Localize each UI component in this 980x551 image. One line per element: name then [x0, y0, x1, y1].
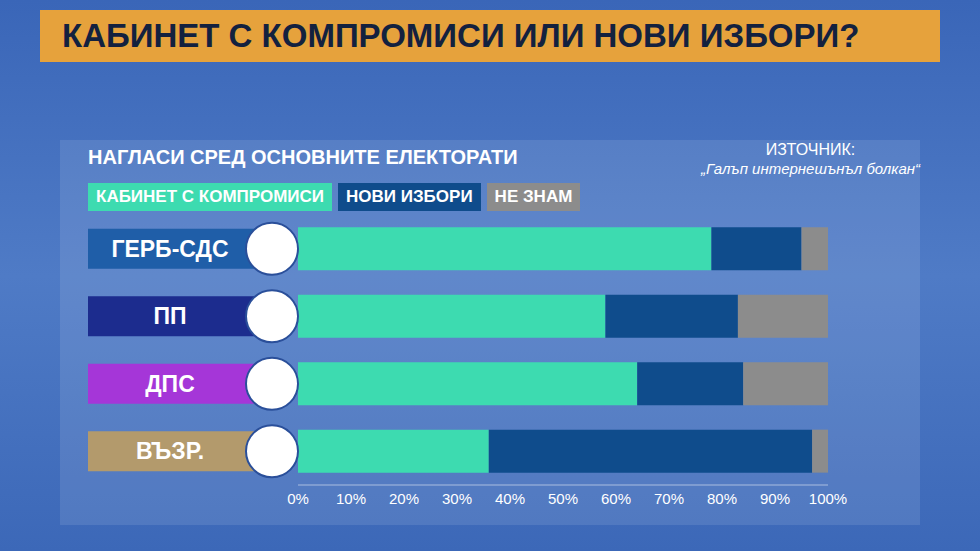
html-text:ИЗТОЧНИК:: ИЗТОЧНИК:: [765, 141, 856, 158]
svg-text:50%: 50%: [548, 490, 578, 507]
html-text:„Галъп интернешънъл болкан“: „Галъп интернешънъл болкан“: [701, 160, 920, 177]
html-text:КАБИНЕТ С КОМПРОМИСИ ИЛИ НОВИ: КАБИНЕТ С КОМПРОМИСИ ИЛИ НОВИ ИЗБОРИ?: [62, 17, 860, 54]
svg-text:100%: 100%: [809, 490, 847, 507]
svg-text:30%: 30%: [442, 490, 472, 507]
svg-text:40%: 40%: [495, 490, 525, 507]
svg-text:80%: 80%: [707, 490, 737, 507]
html-text:НАГЛАСИ СРЕД ОСНОВНИТЕ ЕЛЕКТОР: НАГЛАСИ СРЕД ОСНОВНИТЕ ЕЛЕКТОРАТИ: [88, 146, 518, 168]
html-text:НОВИ ИЗБОРИ: НОВИ ИЗБОРИ: [346, 187, 473, 206]
svg-text:70%: 70%: [654, 490, 684, 507]
svg-text:ПП: ПП: [153, 303, 186, 329]
svg-text:ВЪЗР.: ВЪЗР.: [136, 438, 204, 464]
svg-text:ГЕРБ-СДС: ГЕРБ-СДС: [111, 236, 228, 262]
html-text:КАБИНЕТ С КОМПРОМИСИ: КАБИНЕТ С КОМПРОМИСИ: [96, 187, 324, 206]
svg-text:90%: 90%: [760, 490, 790, 507]
svg-text:0%: 0%: [287, 490, 309, 507]
svg-text:10%: 10%: [336, 490, 366, 507]
svg-text:60%: 60%: [601, 490, 631, 507]
html-text:НЕ ЗНАМ: НЕ ЗНАМ: [494, 187, 573, 206]
svg-text:20%: 20%: [389, 490, 419, 507]
svg-text:ДПС: ДПС: [145, 371, 195, 397]
